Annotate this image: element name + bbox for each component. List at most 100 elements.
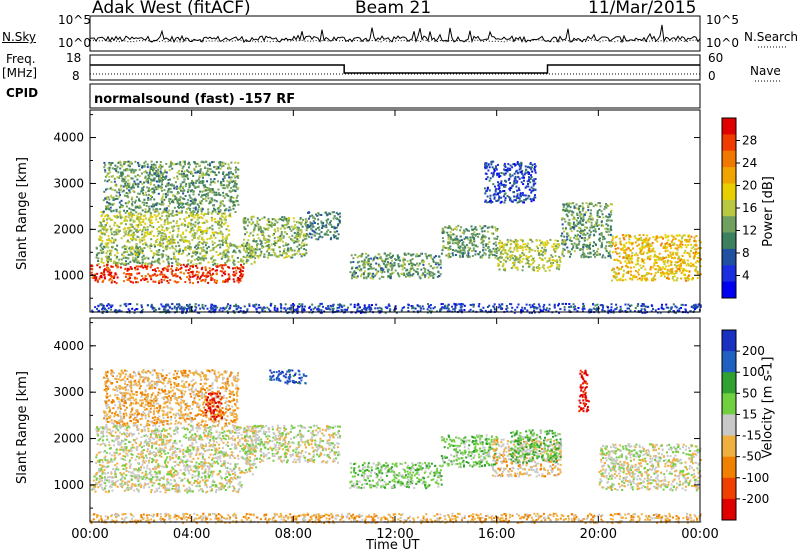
power-cell bbox=[302, 239, 305, 242]
power-cell bbox=[130, 267, 133, 270]
power-cell bbox=[166, 182, 169, 185]
power-cell bbox=[687, 279, 690, 282]
power-cell bbox=[141, 230, 144, 233]
power-cell bbox=[672, 257, 675, 260]
power-cell bbox=[497, 249, 500, 252]
power-cell bbox=[288, 226, 291, 228]
power-cell bbox=[590, 201, 593, 204]
power-cell bbox=[103, 245, 105, 248]
power-cell bbox=[195, 244, 198, 247]
power-cell bbox=[623, 243, 626, 246]
power-cell bbox=[105, 206, 108, 209]
power-cell bbox=[424, 274, 427, 277]
power-cell bbox=[109, 202, 112, 205]
power-cell bbox=[635, 263, 637, 266]
power-cell bbox=[202, 184, 205, 187]
power-cell bbox=[605, 248, 608, 251]
power-cell bbox=[186, 203, 189, 206]
power-cell bbox=[509, 164, 512, 167]
power-cell bbox=[257, 225, 260, 228]
power-cell bbox=[160, 234, 163, 237]
power-cell bbox=[384, 260, 387, 263]
power-cell bbox=[109, 251, 112, 254]
power-cell bbox=[143, 257, 146, 260]
power-cell bbox=[116, 197, 119, 200]
power-cell bbox=[175, 281, 178, 284]
power-cell bbox=[257, 256, 260, 259]
power-cell bbox=[567, 234, 570, 237]
power-cell bbox=[157, 184, 160, 187]
power-cell bbox=[154, 172, 157, 175]
power-cell bbox=[590, 214, 593, 217]
power-cell bbox=[133, 180, 136, 183]
power-cell bbox=[462, 240, 465, 243]
power-cell bbox=[134, 201, 137, 204]
power-cell bbox=[634, 237, 637, 240]
power-cell bbox=[411, 274, 414, 277]
power-cell bbox=[614, 277, 617, 280]
power-cell bbox=[462, 232, 465, 235]
power-cell bbox=[600, 224, 603, 227]
power-cell bbox=[100, 275, 103, 277]
power-cell bbox=[183, 248, 186, 251]
power-cell bbox=[181, 203, 184, 206]
power-cell bbox=[679, 240, 682, 243]
power-cell bbox=[160, 165, 163, 168]
power-cell bbox=[285, 243, 287, 246]
power-cell bbox=[112, 262, 115, 265]
power-cell bbox=[222, 173, 224, 175]
power-cell bbox=[160, 242, 163, 245]
power-cell bbox=[478, 232, 481, 235]
power-cell bbox=[249, 252, 252, 255]
power-cell bbox=[227, 209, 230, 212]
power-cell bbox=[228, 214, 231, 217]
power-cell bbox=[502, 262, 505, 265]
power-cell bbox=[227, 171, 230, 174]
power-cell bbox=[192, 193, 195, 196]
power-cell bbox=[121, 206, 124, 208]
power-cell bbox=[667, 235, 670, 237]
power-cell bbox=[550, 254, 553, 257]
power-cell bbox=[195, 179, 198, 182]
power-cell bbox=[132, 184, 135, 187]
power-cell bbox=[181, 185, 184, 188]
power-cell bbox=[135, 211, 138, 214]
power-cell bbox=[149, 181, 152, 184]
power-cell bbox=[179, 164, 182, 167]
power-cell bbox=[110, 271, 113, 274]
power-cell bbox=[100, 215, 103, 217]
power-cell bbox=[624, 278, 627, 281]
power-cell bbox=[524, 165, 527, 168]
power-cell bbox=[298, 243, 301, 246]
power-cell bbox=[657, 271, 659, 274]
power-cell bbox=[130, 216, 133, 219]
power-cell bbox=[159, 177, 162, 180]
power-cell bbox=[231, 205, 234, 208]
power-cell bbox=[469, 239, 472, 242]
power-cell bbox=[332, 234, 335, 237]
power-cell bbox=[624, 250, 627, 252]
power-cell bbox=[605, 231, 608, 233]
power-cell bbox=[363, 264, 366, 267]
power-cell bbox=[135, 245, 138, 248]
power-cell bbox=[389, 274, 392, 277]
power-cell bbox=[191, 172, 194, 175]
power-cell bbox=[171, 242, 174, 244]
power-cell bbox=[332, 217, 335, 220]
power-cell bbox=[100, 236, 103, 239]
power-cell bbox=[611, 203, 613, 206]
power-cell bbox=[159, 185, 162, 188]
power-cell bbox=[473, 240, 476, 243]
power-cell bbox=[247, 248, 250, 251]
power-cell bbox=[115, 167, 118, 170]
power-cell bbox=[605, 219, 608, 222]
power-cell bbox=[182, 239, 185, 242]
power-cell bbox=[122, 263, 125, 266]
power-cell bbox=[137, 218, 140, 221]
power-cell bbox=[598, 216, 601, 218]
power-cell bbox=[150, 163, 153, 166]
power-cell bbox=[237, 162, 240, 164]
power-cell bbox=[208, 162, 211, 165]
power-cell bbox=[178, 224, 181, 227]
power-cell bbox=[554, 247, 557, 250]
